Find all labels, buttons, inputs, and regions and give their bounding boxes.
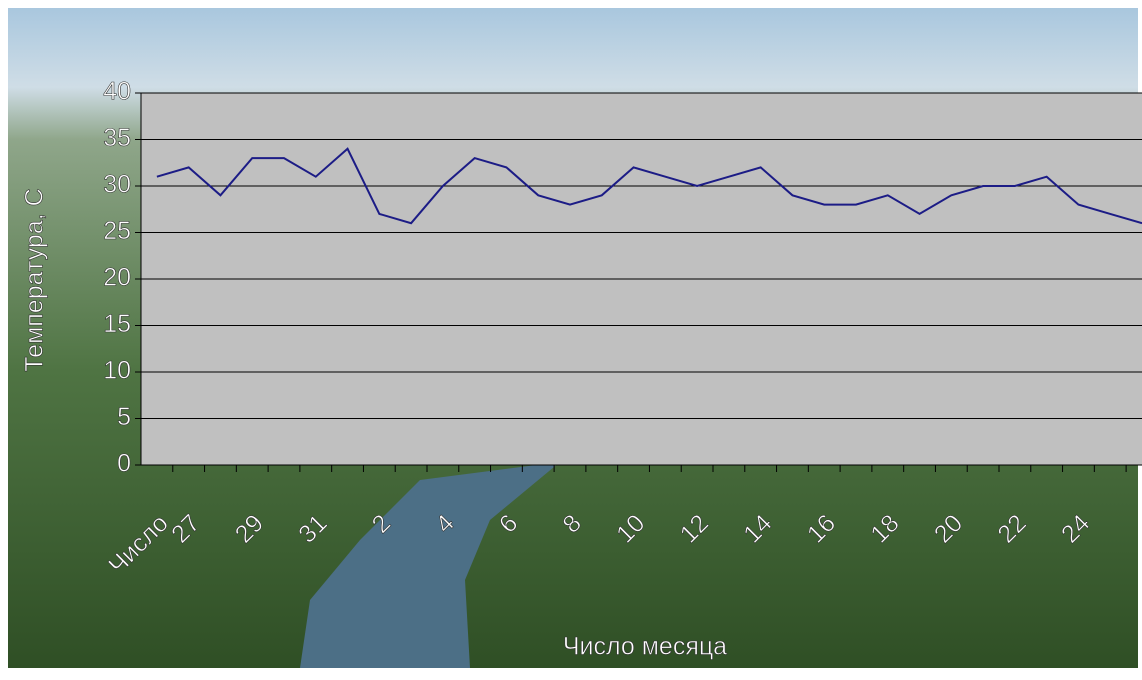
y-tick-label: 30: [103, 171, 131, 199]
y-tick-label: 25: [103, 217, 131, 245]
y-axis-title: Температура, С: [21, 188, 49, 371]
x-axis-title: Число месяца: [563, 633, 727, 661]
y-tick-label: 15: [103, 310, 131, 338]
y-tick-label: 0: [117, 450, 131, 478]
y-tick-label: 10: [103, 357, 131, 385]
y-tick-label: 5: [117, 403, 131, 431]
data-line: [156, 147, 1142, 225]
y-tick-label: 20: [103, 264, 131, 292]
y-tick-label: 40: [103, 78, 131, 106]
y-tick-label: 35: [103, 124, 131, 152]
river: [300, 462, 560, 668]
